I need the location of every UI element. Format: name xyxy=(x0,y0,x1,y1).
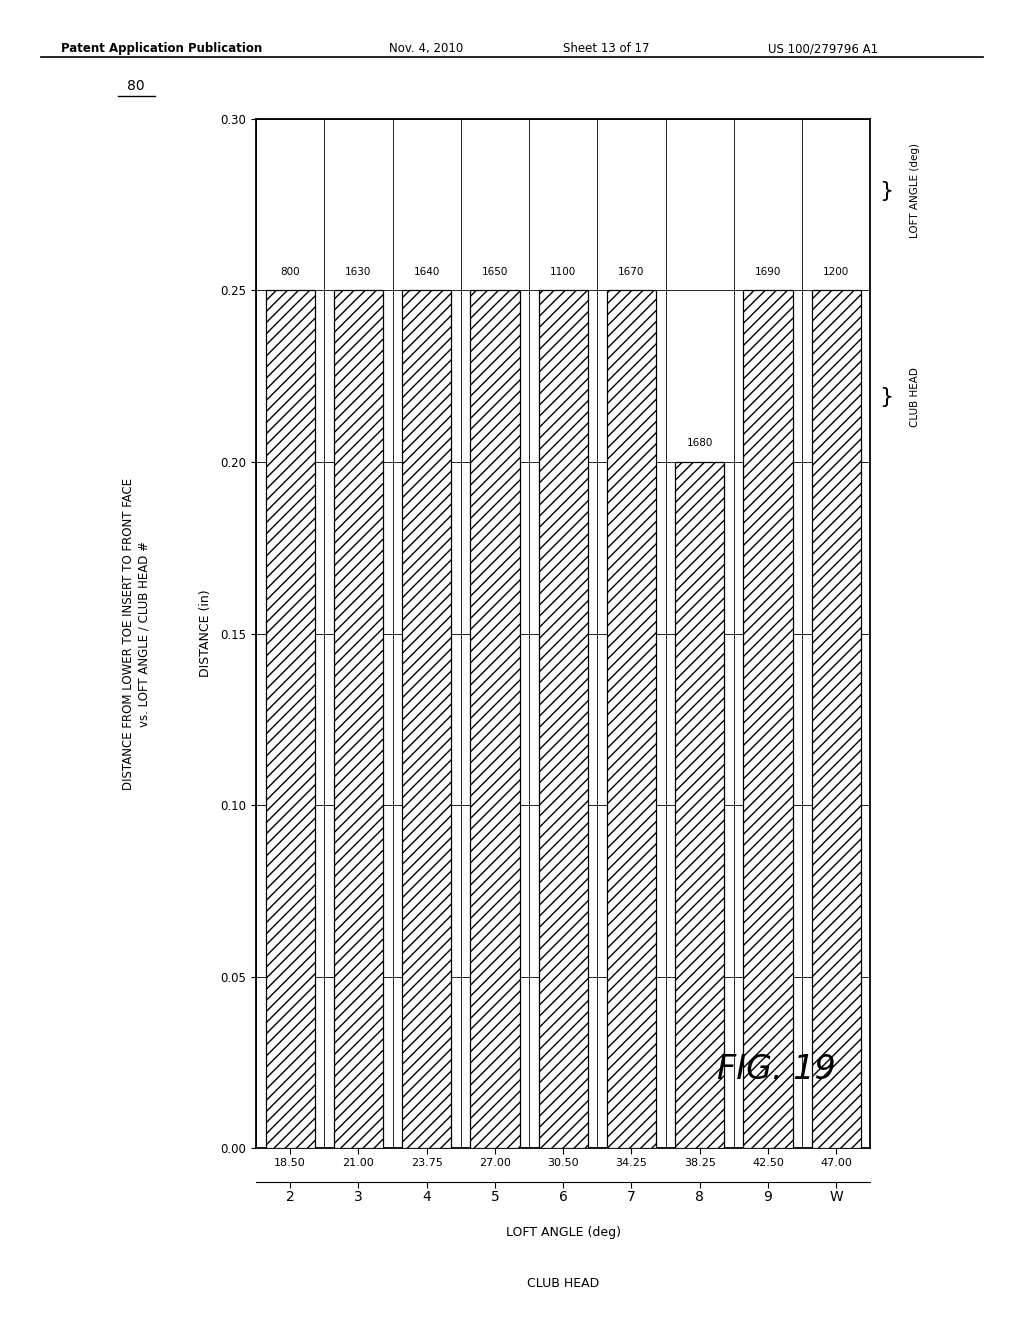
Text: 1630: 1630 xyxy=(345,267,372,277)
Text: Nov. 4, 2010: Nov. 4, 2010 xyxy=(389,42,464,55)
Text: 80: 80 xyxy=(127,79,145,92)
Y-axis label: DISTANCE (in): DISTANCE (in) xyxy=(199,590,212,677)
Text: CLUB HEAD: CLUB HEAD xyxy=(527,1278,599,1290)
Text: 800: 800 xyxy=(281,267,300,277)
Text: DISTANCE FROM LOWER TOE INSERT TO FRONT FACE
vs. LOFT ANGLE / CLUB HEAD #: DISTANCE FROM LOWER TOE INSERT TO FRONT … xyxy=(122,478,151,789)
Text: }: } xyxy=(880,181,894,201)
Bar xyxy=(470,290,519,1148)
Text: Sheet 13 of 17: Sheet 13 of 17 xyxy=(563,42,649,55)
Text: 1640: 1640 xyxy=(414,267,440,277)
Text: Patent Application Publication: Patent Application Publication xyxy=(61,42,263,55)
Text: 1650: 1650 xyxy=(481,267,508,277)
Bar xyxy=(402,290,452,1148)
Text: 1690: 1690 xyxy=(755,267,781,277)
Text: CLUB HEAD: CLUB HEAD xyxy=(910,367,921,426)
Bar xyxy=(607,290,656,1148)
Text: 1670: 1670 xyxy=(618,267,645,277)
Text: 1200: 1200 xyxy=(823,267,849,277)
Bar xyxy=(743,290,793,1148)
Text: US 100/279796 A1: US 100/279796 A1 xyxy=(768,42,879,55)
Bar xyxy=(265,290,314,1148)
Text: }: } xyxy=(880,387,894,407)
Bar xyxy=(812,290,861,1148)
Text: LOFT ANGLE (deg): LOFT ANGLE (deg) xyxy=(506,1225,621,1238)
Text: LOFT ANGLE (deg): LOFT ANGLE (deg) xyxy=(910,144,921,239)
Text: FIG. 19: FIG. 19 xyxy=(717,1053,836,1085)
Text: 1680: 1680 xyxy=(686,438,713,449)
Bar xyxy=(539,290,588,1148)
Bar xyxy=(334,290,383,1148)
Text: 1100: 1100 xyxy=(550,267,577,277)
Bar xyxy=(675,462,724,1148)
